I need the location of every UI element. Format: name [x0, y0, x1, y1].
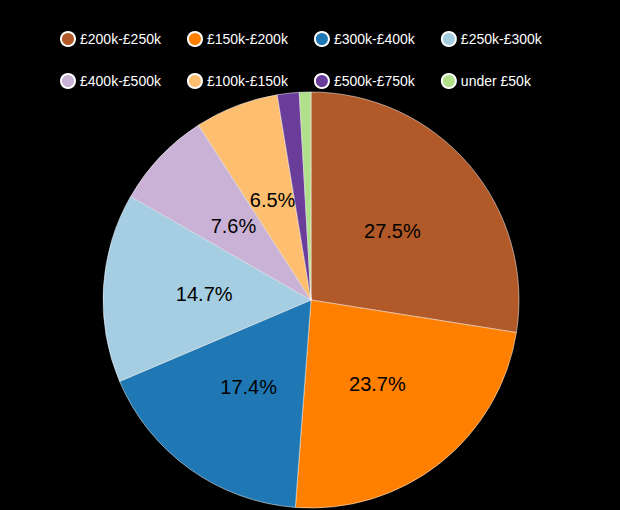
svg-text:14.7%: 14.7% [176, 283, 233, 305]
svg-text:6.5%: 6.5% [250, 189, 296, 211]
svg-text:£150k-£200k: £150k-£200k [207, 31, 289, 47]
svg-text:£400k-£500k: £400k-£500k [80, 73, 162, 89]
svg-text:£250k-£300k: £250k-£300k [461, 31, 543, 47]
svg-text:£200k-£250k: £200k-£250k [80, 31, 162, 47]
svg-text:17.4%: 17.4% [220, 376, 277, 398]
svg-text:27.5%: 27.5% [364, 220, 421, 242]
svg-text:7.6%: 7.6% [211, 215, 257, 237]
svg-text:£500k-£750k: £500k-£750k [334, 73, 416, 89]
svg-text:£300k-£400k: £300k-£400k [334, 31, 416, 47]
svg-text:under £50k: under £50k [461, 73, 532, 89]
svg-text:£100k-£150k: £100k-£150k [207, 73, 289, 89]
svg-text:23.7%: 23.7% [349, 373, 406, 395]
